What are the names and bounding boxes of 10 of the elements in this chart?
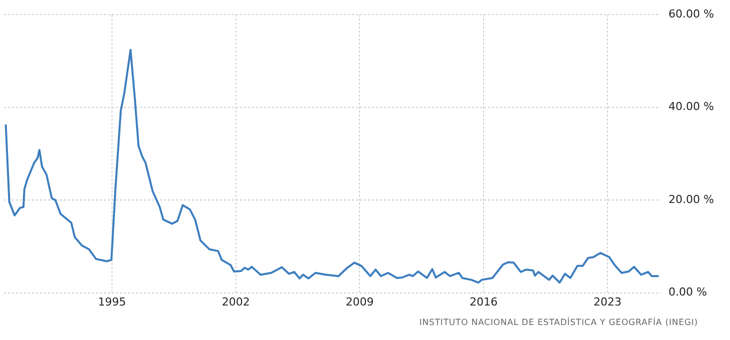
text: INSTITUTO NACIONAL DE ESTADÍSTICA Y GEOGRAFÍA (INEGI) [419,318,698,328]
x-tick-label: 2023 [593,295,622,308]
x-tick-label: 1995 [98,295,126,308]
y-tick-label: 20.00 % [668,192,714,206]
x-tick-label: 2002 [222,295,250,308]
y-tick-label: 40.00 % [668,100,714,114]
x-tick-label: 2009 [346,295,374,308]
y-tick-label: 0.00 % [668,286,708,299]
x-tick-label: 2016 [470,295,498,308]
y-tick-label: 60.00 % [668,7,714,20]
